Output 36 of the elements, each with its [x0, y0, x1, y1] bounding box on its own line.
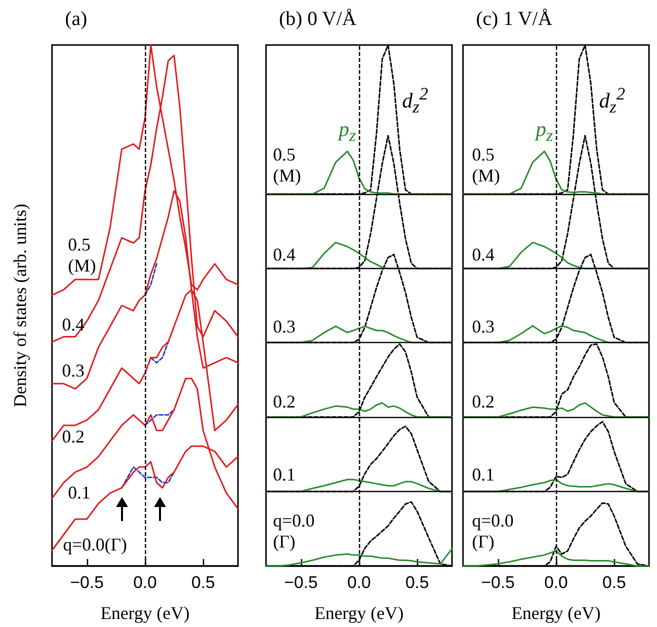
series-label: p$_{z}$: [536, 117, 554, 146]
x-tick-label: 0.0: [544, 573, 568, 592]
annotation: q=0.0 (Γ): [472, 510, 514, 552]
annotation: 0.3: [273, 316, 296, 338]
annotation: q=0.0 (Γ): [273, 510, 315, 552]
annotation: 0.2: [273, 392, 296, 412]
annotation: 0.3: [472, 316, 494, 338]
annotation: 0.3: [62, 360, 84, 382]
annotation: 0.5 (M): [68, 234, 96, 276]
x-tick-label: −0.5: [284, 573, 318, 592]
annotation: 0.2: [472, 392, 494, 412]
x-axis-title: Energy (eV): [100, 603, 190, 623]
x-tick-label: −0.5: [70, 573, 104, 592]
x-axis-title: Energy (eV): [314, 603, 404, 623]
annotation: 0.5 (M): [472, 144, 500, 186]
annotation: 0.4: [472, 244, 494, 266]
chart-title: (b) 0 V/Å: [279, 8, 357, 30]
chart-title: (a): [65, 8, 88, 30]
x-axis-title: Energy (eV): [511, 603, 601, 623]
x-tick-label: 0.5: [191, 573, 215, 592]
annotation: 0.2: [62, 426, 84, 448]
x-tick-label: 0.0: [347, 573, 371, 592]
annotation: 0.1: [472, 464, 494, 486]
x-tick-label: 0.5: [405, 573, 429, 592]
annotation: q=0.0(Γ): [63, 534, 128, 556]
x-tick-label: 0.5: [602, 573, 626, 592]
x-tick-label: 0.0: [133, 573, 157, 592]
annotation: 0.5 (M): [273, 144, 301, 186]
x-tick-label: −0.5: [481, 573, 515, 592]
annotation: 0.4: [62, 314, 84, 336]
y-axis-title: Density of states (arb. units): [10, 204, 30, 408]
annotation: 0.4: [273, 244, 296, 266]
series-label: p$_{z}$: [338, 117, 356, 146]
chart-title: (c) 1 V/Å: [476, 8, 553, 30]
annotation: 0.1: [273, 464, 296, 486]
annotation: 0.1: [68, 482, 90, 504]
